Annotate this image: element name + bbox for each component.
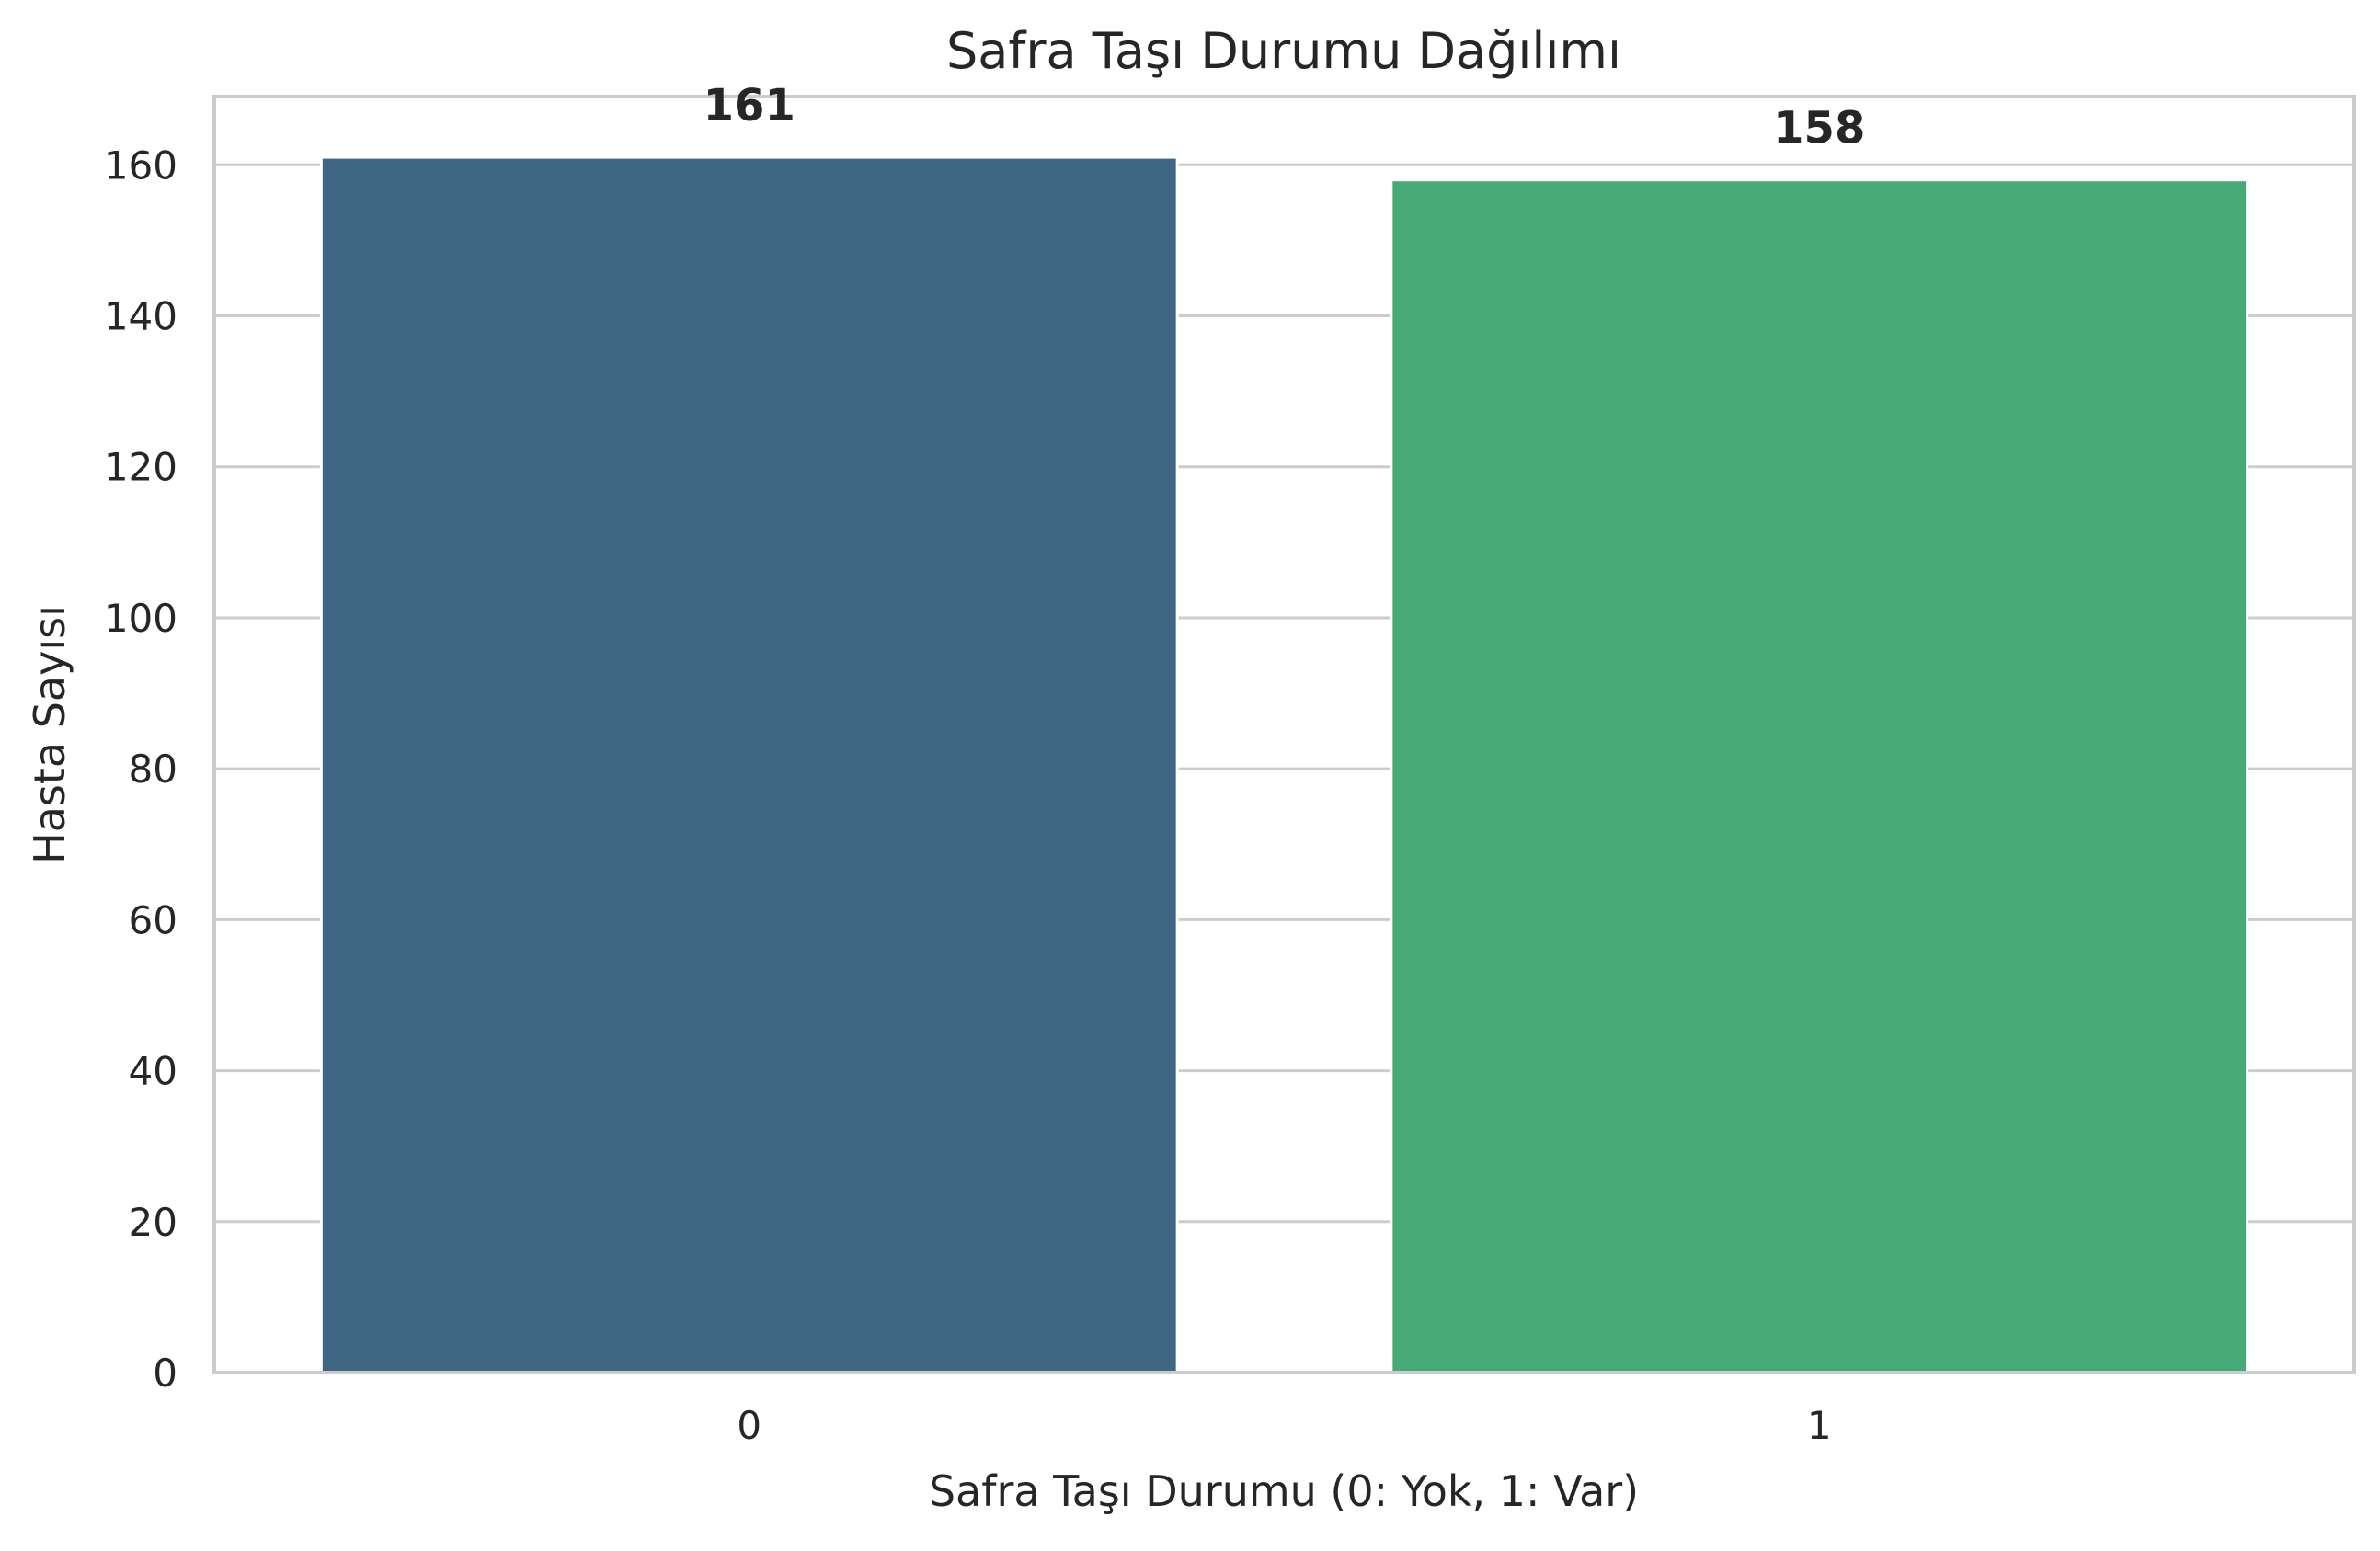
data-label: 161 [704, 80, 795, 131]
x-tick-label: 0 [737, 1403, 761, 1448]
x-tick-label: 1 [1807, 1403, 1832, 1448]
bar-0 [319, 155, 1179, 1374]
y-tick-label: 100 [104, 596, 177, 641]
bar-layer [319, 155, 2249, 1374]
y-tick-label: 140 [104, 294, 177, 339]
plot-frame [212, 95, 2356, 1374]
data-label: 158 [1773, 103, 1865, 154]
bar-1 [1390, 178, 2249, 1374]
y-tick-label: 60 [129, 897, 177, 942]
y-tick-label: 20 [129, 1200, 177, 1245]
data-labels: 161 158 [704, 80, 1866, 154]
y-axis-label: Hasta Sayısı [25, 605, 74, 864]
y-tick-label: 40 [129, 1049, 177, 1094]
y-tick-label: 160 [104, 143, 177, 188]
y-tick-label: 120 [104, 445, 177, 490]
x-axis-label: Safra Taşı Durumu (0: Yok, 1: Var) [929, 1466, 1639, 1516]
y-tick-labels: 0 20 40 60 80 100 120 140 160 [104, 143, 177, 1396]
chart-title: Safra Taşı Durumu Dağılımı [946, 22, 1621, 80]
y-tick-label: 80 [129, 747, 177, 792]
y-tick-label: 0 [153, 1351, 177, 1396]
